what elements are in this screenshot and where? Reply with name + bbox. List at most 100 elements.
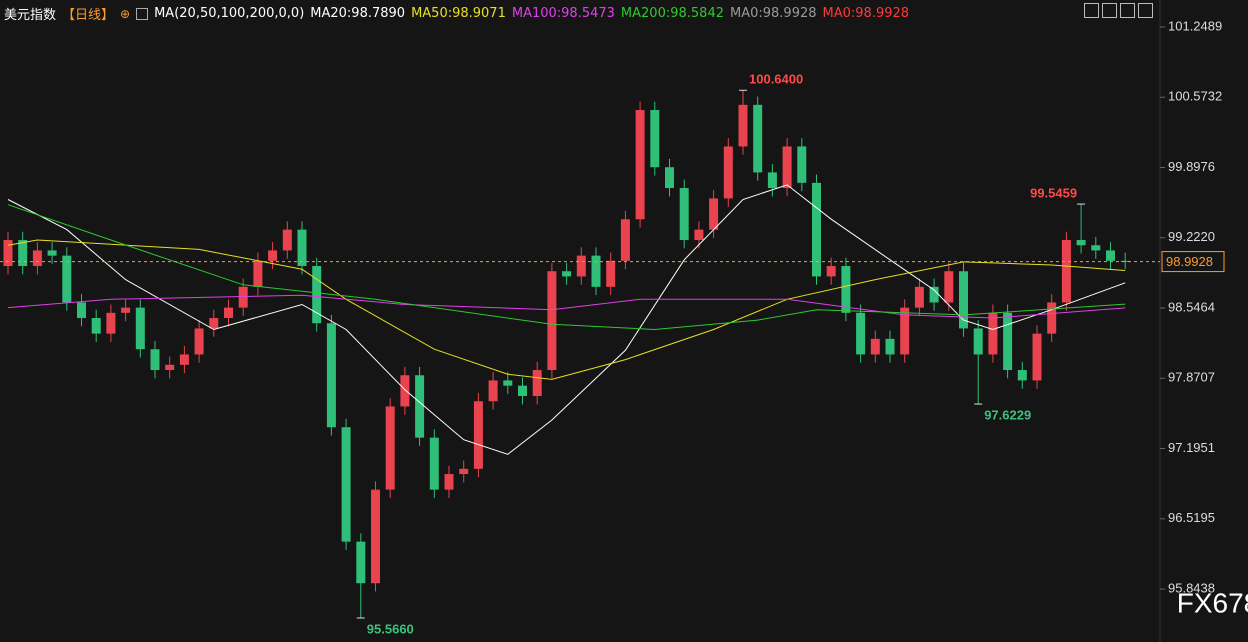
- candle-body: [1106, 250, 1115, 261]
- y-tick-label: 101.2489: [1168, 18, 1222, 33]
- candle-body: [312, 266, 322, 324]
- annotation-label: 97.6229: [984, 407, 1031, 422]
- candle-body: [944, 271, 954, 303]
- candle-body: [914, 286, 924, 308]
- y-tick-label: 100.5732: [1168, 89, 1222, 104]
- legend-entry: MA50:98.9071: [411, 6, 506, 21]
- last-price-label: 98.9928: [1166, 254, 1213, 269]
- candle-body: [356, 541, 366, 584]
- candle-body: [797, 146, 807, 183]
- legend-entry: MA20:98.7890: [310, 6, 406, 21]
- candle-body: [826, 266, 836, 277]
- y-tick-label: 97.1951: [1168, 440, 1215, 455]
- candle-body: [135, 307, 145, 350]
- candle-body: [224, 307, 233, 319]
- candle-body: [488, 380, 498, 402]
- candle-body: [635, 110, 645, 220]
- candle-body: [473, 401, 483, 469]
- candle-body: [709, 198, 719, 230]
- candle-body: [1120, 260, 1130, 262]
- candle-body: [253, 260, 263, 287]
- y-tick-label: 95.8438: [1168, 581, 1215, 596]
- tool-button[interactable]: [1084, 3, 1099, 18]
- candle-body: [459, 468, 469, 475]
- candle-body: [1017, 370, 1027, 381]
- candle-body: [870, 338, 880, 355]
- candle-body: [77, 302, 86, 319]
- candle-body: [503, 380, 513, 386]
- candle-body: [841, 266, 851, 313]
- header: 美元指数 【日线】 ⊕ MA(20,50,100,200,0,0) MA20:9…: [4, 4, 909, 23]
- candle-body: [518, 385, 527, 397]
- candle-body: [606, 260, 616, 287]
- settings-icon[interactable]: ⊕: [120, 6, 131, 21]
- y-tick-label: 99.8976: [1168, 159, 1215, 174]
- legend-entry: MA200:98.5842: [620, 6, 724, 21]
- ma-line: [7, 204, 1126, 331]
- legend-entry: MA0:98.9928: [822, 6, 910, 21]
- candle-body: [150, 349, 160, 371]
- legend-entry: MA0:98.9928: [729, 6, 817, 21]
- candle-body: [679, 188, 689, 241]
- candle-body: [194, 328, 204, 355]
- candle-body: [18, 240, 28, 267]
- candle-body: [121, 307, 131, 313]
- candle-body: [1061, 240, 1071, 303]
- candle-body: [738, 104, 748, 147]
- y-tick-label: 98.5464: [1168, 299, 1215, 314]
- candle-body: [723, 146, 733, 199]
- candle-body: [1003, 312, 1013, 371]
- candle-body: [973, 328, 983, 355]
- candle-body: [753, 104, 763, 173]
- candle-body: [988, 312, 998, 355]
- legend-entry: MA100:98.5473: [511, 6, 615, 21]
- candle-body: [400, 375, 410, 407]
- indicator-icon[interactable]: [136, 7, 149, 20]
- candle-body: [91, 318, 101, 334]
- y-tick-label: 96.5195: [1168, 510, 1215, 525]
- candle-body: [415, 375, 425, 438]
- tool-button[interactable]: [1138, 3, 1153, 18]
- candle-body: [179, 354, 189, 365]
- toolbar: [1084, 3, 1153, 18]
- candle-body: [1047, 302, 1057, 334]
- candle-body: [1076, 240, 1086, 246]
- ma-line: [7, 184, 1126, 455]
- candle-body: [371, 489, 380, 584]
- candle-body: [238, 286, 248, 308]
- y-tick-label: 97.8707: [1168, 370, 1215, 385]
- tool-button[interactable]: [1120, 3, 1135, 18]
- candle-body: [767, 172, 777, 189]
- candle-body: [900, 307, 910, 355]
- candle-body: [47, 250, 57, 256]
- candle-body: [165, 364, 175, 371]
- candle-body: [591, 255, 601, 287]
- candle-body: [929, 286, 939, 303]
- candle-body: [326, 323, 336, 428]
- candle-body: [444, 474, 454, 490]
- candle-body: [429, 437, 439, 490]
- candle-body: [106, 312, 116, 334]
- candle-body: [32, 250, 42, 267]
- candle-body: [547, 271, 557, 371]
- chart-title: 美元指数: [4, 8, 57, 23]
- candle-body: [268, 250, 278, 261]
- candle-body: [665, 167, 674, 189]
- candle-body: [885, 338, 895, 355]
- candle-body: [576, 255, 586, 277]
- candle-body: [297, 229, 307, 267]
- ma-line: [7, 294, 1126, 319]
- indicator: MA(20,50,100,200,0,0): [154, 6, 305, 21]
- candle-body: [62, 255, 72, 303]
- period: 【日线】: [62, 8, 115, 23]
- candle-body: [650, 110, 660, 168]
- candle-body: [620, 219, 630, 261]
- tool-button[interactable]: [1102, 3, 1117, 18]
- candle-body: [856, 312, 866, 355]
- candle-body: [959, 271, 968, 329]
- ma-line: [7, 239, 1126, 380]
- annotation-label: 95.5660: [367, 621, 414, 636]
- candle-body: [562, 271, 572, 277]
